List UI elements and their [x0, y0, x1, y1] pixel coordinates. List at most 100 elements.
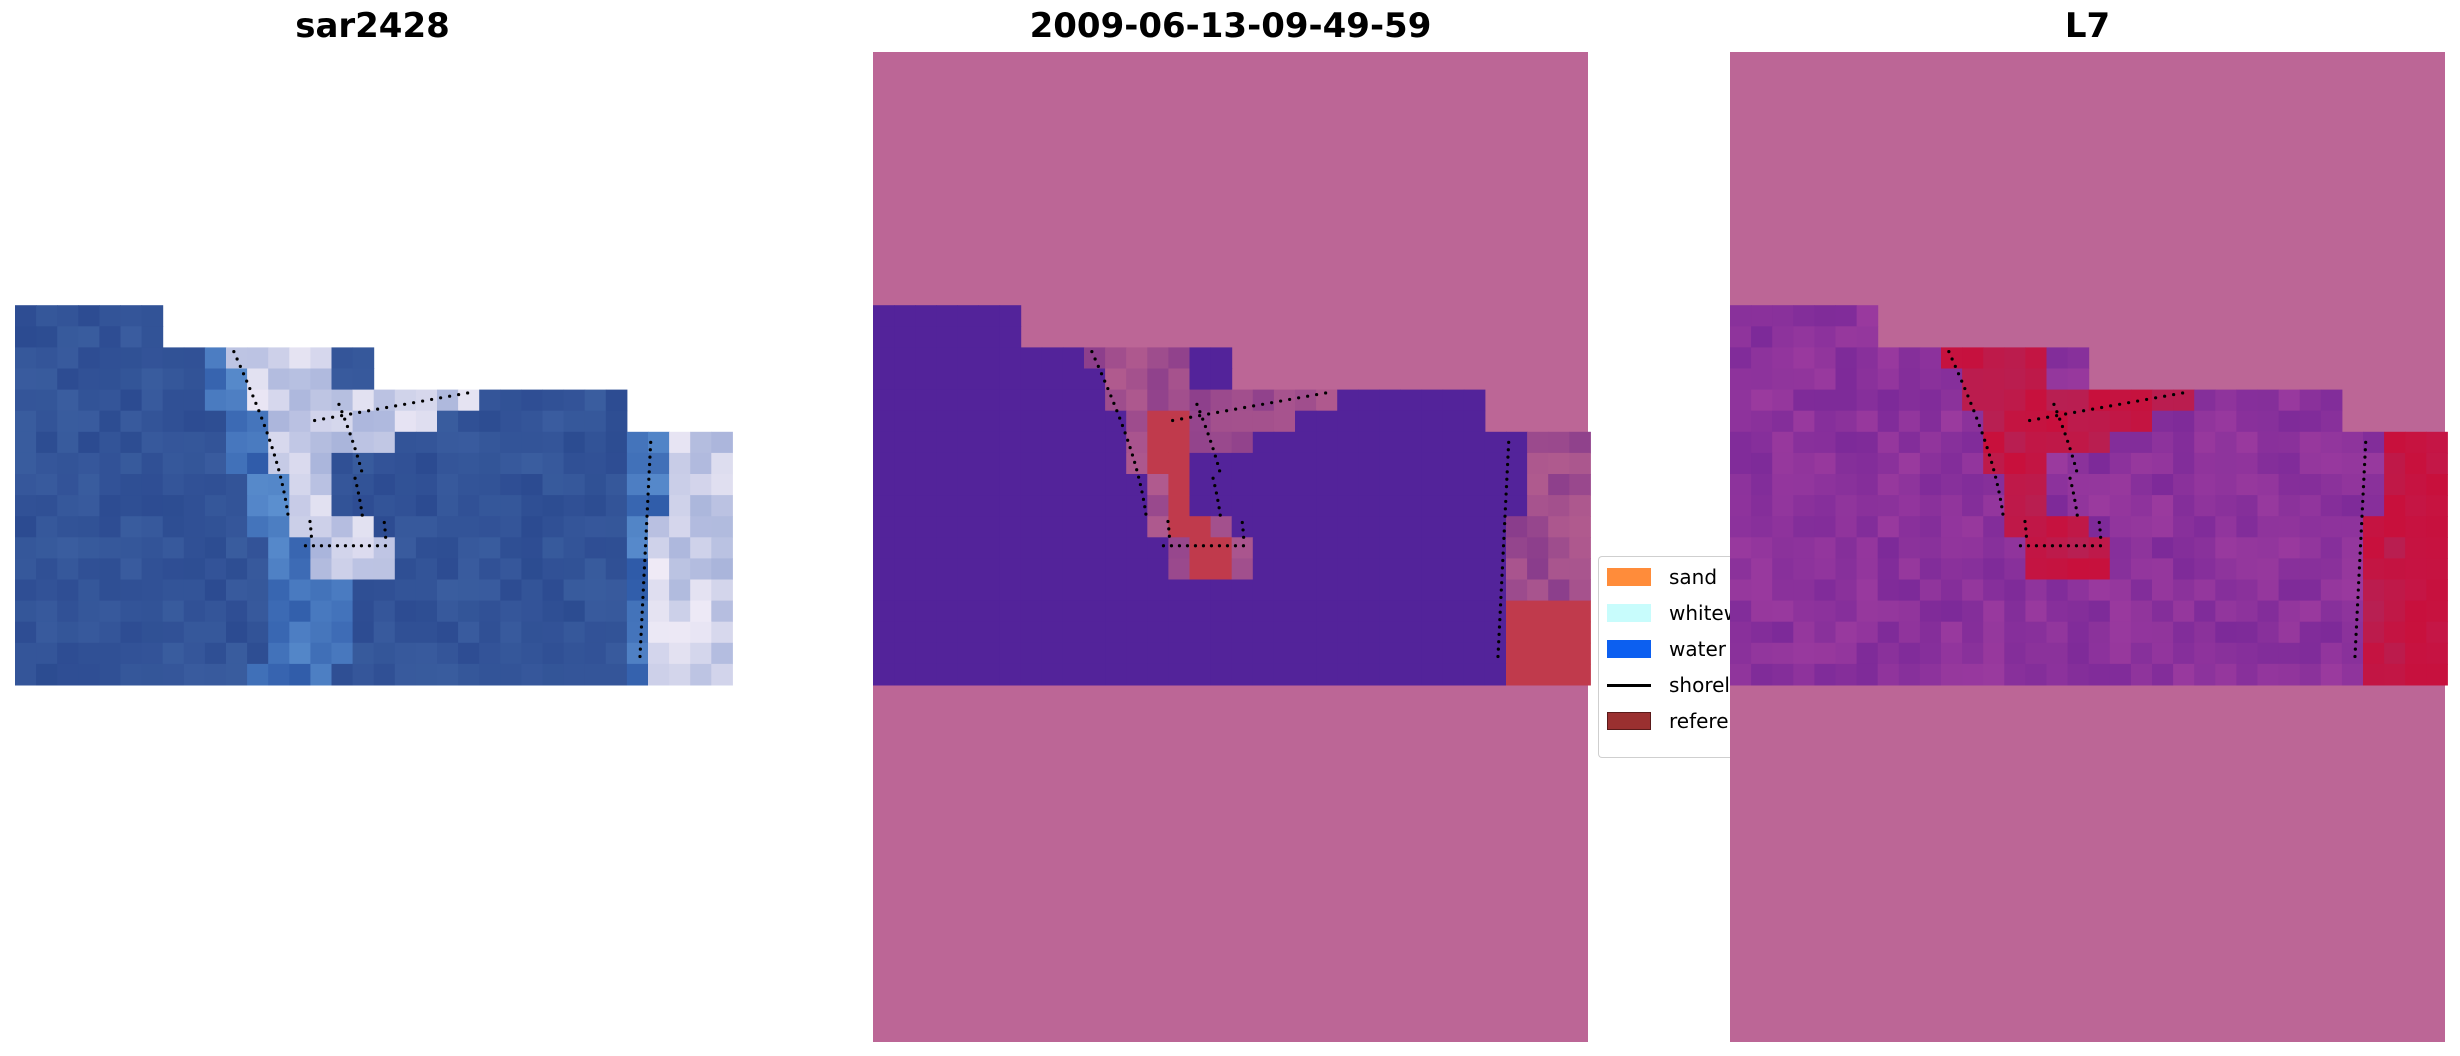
probability-pixel [2067, 558, 2090, 580]
probability-pixel [1751, 537, 1773, 559]
class-pixel [1527, 474, 1549, 496]
probability-pixel [1793, 389, 1815, 412]
shoreline-dot [309, 527, 313, 531]
image-pixel [204, 642, 227, 665]
shoreline-dot [286, 512, 290, 516]
image-pixel [289, 389, 311, 412]
image-pixel [500, 642, 522, 665]
shoreline-dot [2000, 505, 2004, 509]
probability-pixel [2025, 474, 2047, 496]
probability-pixel [1898, 663, 1921, 686]
shoreline-dot [2068, 447, 2072, 451]
class-pixel [978, 642, 1001, 665]
probability-pixel [2173, 621, 2195, 644]
probability-pixel [2426, 621, 2448, 644]
class-pixel [1463, 579, 1486, 602]
class-pixel [1105, 368, 1127, 391]
probability-pixel [2130, 410, 2153, 433]
probability-pixel [1772, 642, 1794, 665]
probability-pixel [2067, 600, 2090, 623]
image-pixel [415, 642, 438, 665]
probability-pixel [2215, 642, 2237, 665]
probability-pixel [2046, 452, 2069, 475]
image-pixel [36, 600, 58, 623]
class-pixel [1316, 389, 1338, 412]
image-pixel [310, 410, 332, 433]
probability-pixel [1962, 410, 1984, 433]
class-pixel [1147, 389, 1169, 412]
image-pixel [605, 474, 628, 496]
class-pixel [978, 368, 1001, 391]
probability-pixel [2046, 368, 2069, 391]
class-pixel [915, 389, 937, 412]
probability-pixel [1919, 516, 1942, 538]
image-pixel [542, 452, 565, 475]
image-pixel [15, 537, 37, 559]
probability-pixel [2025, 452, 2047, 475]
shoreline-dot [268, 438, 272, 442]
image-pixel [437, 452, 459, 475]
image-pixel [289, 495, 311, 517]
image-pixel [247, 600, 269, 623]
image-pixel [268, 558, 290, 580]
image-pixel [373, 495, 396, 517]
image-pixel [352, 537, 375, 559]
shoreline-dot [1966, 394, 1970, 398]
shoreline-dot [648, 455, 652, 459]
probability-pixel [1856, 474, 1879, 496]
class-pixel [957, 600, 979, 623]
image-pixel [289, 621, 311, 644]
shoreline-dot [1507, 440, 1511, 444]
image-pixel [204, 495, 227, 517]
probability-pixel [2257, 452, 2280, 475]
class-pixel [1105, 347, 1127, 369]
image-pixel [310, 431, 332, 454]
image-pixel [247, 347, 269, 369]
image-pixel [162, 558, 185, 580]
class-pixel [1484, 621, 1507, 644]
class-pixel [1548, 474, 1570, 496]
class-pixel [1041, 516, 1064, 538]
shoreline-dot [383, 528, 387, 532]
probability-pixel [2236, 558, 2258, 580]
image-pixel [626, 495, 649, 517]
probability-pixel [2194, 537, 2216, 559]
image-pixel [289, 452, 311, 475]
shoreline-dot [357, 461, 362, 466]
class-pixel [873, 326, 895, 348]
image-pixel [458, 600, 480, 623]
class-pixel [1484, 452, 1507, 475]
shoreline-dot [1143, 505, 1147, 509]
probability-pixel [1856, 621, 1879, 644]
class-pixel [1316, 621, 1338, 644]
probability-pixel [2405, 537, 2427, 559]
class-pixel [1062, 347, 1085, 369]
class-pixel [957, 621, 979, 644]
class-pixel [1231, 389, 1254, 412]
probability-pixel [1962, 600, 1984, 623]
class-pixel [1421, 452, 1444, 475]
probability-pixel [2194, 389, 2216, 412]
probability-pixel [1793, 431, 1815, 454]
shoreline-dot [643, 544, 648, 548]
probability-pixel [2025, 389, 2047, 412]
classified-image-cells [873, 52, 1591, 1042]
probability-pixel [2363, 558, 2385, 580]
image-pixel [563, 537, 586, 559]
class-pixel [936, 410, 958, 433]
probability-pixel [2173, 452, 2195, 475]
image-pixel [563, 663, 586, 686]
shoreline-dot [1498, 603, 1503, 607]
shoreline-dot [1243, 405, 1247, 410]
probability-pixel [2194, 600, 2216, 623]
class-pixel [1062, 642, 1085, 665]
class-pixel [957, 431, 979, 454]
probability-pixel [1877, 368, 1900, 391]
shoreline-dot [643, 558, 647, 563]
image-pixel [626, 431, 649, 454]
probability-pixel [2215, 495, 2237, 517]
probability-pixel [2278, 621, 2301, 644]
shoreline-dot [1096, 364, 1100, 368]
class-pixel [1020, 431, 1043, 454]
class-pixel [1400, 537, 1423, 559]
